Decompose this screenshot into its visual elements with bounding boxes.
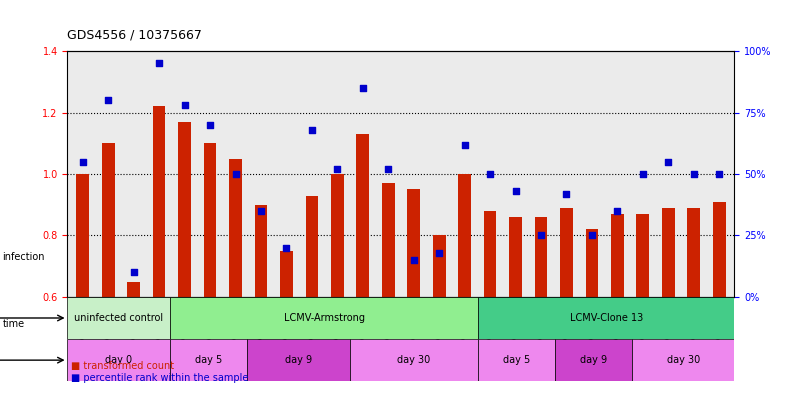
Bar bbox=[433, 235, 445, 297]
Point bbox=[76, 158, 89, 165]
Point bbox=[357, 85, 369, 91]
Bar bbox=[688, 208, 700, 297]
Text: LCMV-Armstrong: LCMV-Armstrong bbox=[283, 313, 364, 323]
Bar bbox=[102, 143, 114, 297]
Bar bbox=[484, 211, 496, 297]
Bar bbox=[349, 339, 478, 381]
Bar bbox=[76, 174, 89, 297]
Point bbox=[560, 191, 572, 197]
Point bbox=[509, 188, 522, 195]
Point bbox=[178, 102, 191, 108]
Bar bbox=[555, 339, 632, 381]
Point bbox=[382, 166, 395, 172]
Point bbox=[585, 232, 598, 239]
Point bbox=[204, 122, 217, 128]
Point bbox=[229, 171, 242, 177]
Text: ■ percentile rank within the sample: ■ percentile rank within the sample bbox=[71, 373, 249, 383]
Point bbox=[407, 257, 420, 263]
Text: time: time bbox=[2, 319, 25, 329]
Point bbox=[280, 244, 293, 251]
Point bbox=[255, 208, 268, 214]
Point bbox=[534, 232, 547, 239]
Point bbox=[637, 171, 649, 177]
Bar bbox=[255, 205, 268, 297]
Bar bbox=[247, 339, 349, 381]
Bar bbox=[229, 159, 242, 297]
Bar bbox=[560, 208, 572, 297]
Point bbox=[152, 60, 165, 66]
Text: day 5: day 5 bbox=[503, 355, 530, 365]
Text: day 5: day 5 bbox=[195, 355, 222, 365]
Point bbox=[433, 250, 445, 256]
Bar bbox=[611, 214, 624, 297]
Bar bbox=[382, 183, 395, 297]
Point bbox=[331, 166, 344, 172]
Point bbox=[484, 171, 496, 177]
Point bbox=[611, 208, 624, 214]
Bar bbox=[280, 251, 293, 297]
Bar bbox=[632, 339, 734, 381]
Text: day 30: day 30 bbox=[666, 355, 700, 365]
Bar bbox=[204, 143, 217, 297]
Point bbox=[102, 97, 114, 103]
Text: day 0: day 0 bbox=[106, 355, 133, 365]
Bar bbox=[67, 297, 170, 339]
Text: day 9: day 9 bbox=[580, 355, 607, 365]
Text: infection: infection bbox=[2, 252, 45, 263]
Bar bbox=[306, 195, 318, 297]
Point bbox=[306, 127, 318, 133]
Bar bbox=[509, 217, 522, 297]
Text: GDS4556 / 10375667: GDS4556 / 10375667 bbox=[67, 28, 202, 41]
Text: day 30: day 30 bbox=[397, 355, 430, 365]
Text: day 9: day 9 bbox=[285, 355, 312, 365]
Bar bbox=[407, 189, 420, 297]
Point bbox=[127, 269, 140, 275]
Bar bbox=[170, 339, 247, 381]
Bar bbox=[67, 339, 170, 381]
Bar bbox=[478, 297, 734, 339]
Bar bbox=[713, 202, 726, 297]
Bar bbox=[637, 214, 649, 297]
Bar bbox=[458, 174, 471, 297]
Bar bbox=[357, 134, 369, 297]
Bar bbox=[127, 281, 140, 297]
Point bbox=[458, 141, 471, 148]
Text: uninfected control: uninfected control bbox=[74, 313, 164, 323]
Bar bbox=[585, 230, 598, 297]
Point bbox=[662, 158, 675, 165]
Point bbox=[713, 171, 726, 177]
Bar bbox=[331, 174, 344, 297]
Bar bbox=[178, 122, 191, 297]
Bar bbox=[478, 339, 555, 381]
Text: ■ transformed count: ■ transformed count bbox=[71, 362, 175, 371]
Bar bbox=[534, 217, 547, 297]
Bar bbox=[662, 208, 675, 297]
Bar bbox=[170, 297, 478, 339]
Text: LCMV-Clone 13: LCMV-Clone 13 bbox=[569, 313, 643, 323]
Point bbox=[688, 171, 700, 177]
Bar bbox=[152, 107, 165, 297]
